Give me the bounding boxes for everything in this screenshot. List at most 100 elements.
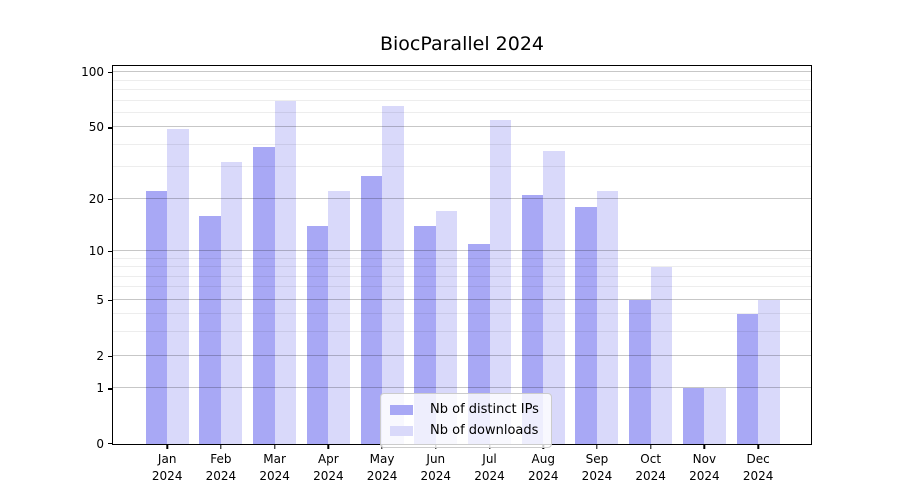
gridline-30 bbox=[113, 166, 811, 168]
gridline-100 bbox=[113, 71, 811, 73]
y-tick-mark-2 bbox=[108, 355, 113, 357]
gridline-2 bbox=[113, 354, 811, 356]
x-tick-label-nov: Nov 2024 bbox=[689, 451, 720, 484]
gridline-6 bbox=[113, 286, 811, 288]
gridline-20 bbox=[113, 197, 811, 199]
y-tick-label-20: 20 bbox=[88, 191, 104, 206]
x-tick-month: Sep bbox=[585, 452, 609, 466]
gridline-60 bbox=[113, 111, 811, 113]
y-tick-label-100: 100 bbox=[81, 65, 104, 80]
bar-downloads-feb bbox=[220, 162, 243, 444]
bar-distinct-ips-aug bbox=[521, 194, 544, 444]
legend: Nb of distinct IPs Nb of downloads bbox=[380, 393, 552, 448]
x-tick-mark-sep bbox=[596, 444, 598, 449]
x-tick-mark-nov bbox=[703, 444, 706, 449]
bar-distinct-ips-jun bbox=[414, 225, 436, 444]
bar-downloads-sep bbox=[596, 191, 619, 444]
y-tick-mark-1 bbox=[108, 388, 113, 390]
gridline-80 bbox=[113, 88, 811, 90]
x-tick-month: Apr bbox=[317, 452, 339, 466]
bars-layer bbox=[113, 66, 811, 444]
y-tick-label-0: 0 bbox=[96, 437, 104, 451]
y-tick-label-1: 1 bbox=[96, 381, 104, 396]
x-tick-month: May bbox=[369, 452, 395, 466]
x-tick-label-may: May 2024 bbox=[367, 451, 398, 484]
bar-downloads-may bbox=[382, 106, 404, 444]
x-tick-month: Jan bbox=[157, 452, 177, 466]
x-tick-month: Dec bbox=[746, 452, 770, 466]
bar-distinct-ips-sep bbox=[575, 206, 597, 444]
x-tick-year: 2024 bbox=[635, 468, 666, 483]
y-tick-mark-5 bbox=[108, 299, 113, 301]
x-tick-label-jul: Jul 2024 bbox=[474, 451, 505, 484]
bar-downloads-mar bbox=[274, 100, 297, 444]
x-tick-label-aug: Aug 2024 bbox=[528, 451, 559, 484]
bar-distinct-ips-may bbox=[360, 175, 383, 444]
x-tick-mark-apr bbox=[327, 444, 330, 449]
bar-distinct-ips-apr bbox=[306, 225, 329, 444]
y-tick-label-50: 50 bbox=[88, 120, 104, 135]
y-tick-mark-50 bbox=[108, 127, 113, 129]
bar-distinct-ips-nov bbox=[682, 388, 705, 444]
x-tick-year: 2024 bbox=[689, 468, 720, 483]
bar-distinct-ips-dec bbox=[736, 314, 759, 444]
bar-downloads-aug bbox=[543, 150, 565, 444]
x-tick-label-oct: Oct 2024 bbox=[635, 451, 666, 484]
grid-layer bbox=[113, 66, 811, 444]
y-tick-label-2: 2 bbox=[96, 348, 104, 363]
x-tick-mark-mar bbox=[273, 444, 276, 449]
x-tick-year: 2024 bbox=[581, 468, 613, 483]
x-tick-year: 2024 bbox=[742, 468, 774, 483]
x-tick-month: Jul bbox=[482, 452, 497, 466]
legend-item-downloads: Nb of downloads bbox=[390, 420, 539, 441]
legend-label-distinct-ips: Nb of distinct IPs bbox=[430, 402, 539, 417]
x-tick-year: 2024 bbox=[366, 468, 398, 483]
gridline-1 bbox=[113, 387, 811, 389]
plot-area: 0 1 2 5 10 20 50 100 Jan 2024 Feb 2024 Mar 2024 Apr 20… bbox=[81, 65, 812, 483]
y-tick-mark-10 bbox=[108, 250, 113, 253]
x-tick-year: 2024 bbox=[259, 468, 290, 483]
x-tick-year: 2024 bbox=[313, 468, 344, 483]
legend-swatch-downloads bbox=[390, 425, 413, 436]
bar-downloads-nov bbox=[704, 388, 726, 444]
gridline-70 bbox=[113, 99, 811, 101]
x-tick-mark-oct bbox=[649, 444, 652, 449]
x-tick-month: Feb bbox=[210, 452, 232, 466]
bar-distinct-ips-jan bbox=[145, 191, 168, 444]
x-tick-month: Aug bbox=[531, 452, 555, 466]
gridline-50 bbox=[113, 126, 811, 128]
y-tick-label-5: 5 bbox=[96, 292, 104, 307]
bar-downloads-dec bbox=[758, 299, 780, 444]
x-tick-mark-feb bbox=[220, 444, 222, 449]
gridline-7 bbox=[113, 275, 811, 277]
x-tick-label-feb: Feb 2024 bbox=[206, 451, 237, 484]
bar-downloads-apr bbox=[328, 191, 350, 444]
x-tick-label-sep: Sep 2024 bbox=[582, 451, 613, 484]
x-tick-label-jan: Jan 2024 bbox=[152, 451, 183, 484]
gridline-3 bbox=[113, 331, 811, 333]
x-tick-label-apr: Apr 2024 bbox=[313, 451, 344, 484]
gridline-4 bbox=[113, 313, 811, 315]
x-tick-month: Mar bbox=[263, 452, 286, 466]
bar-downloads-jul bbox=[489, 119, 512, 444]
bar-distinct-ips-oct bbox=[629, 299, 651, 444]
gridline-8 bbox=[113, 266, 811, 267]
gridline-5 bbox=[113, 298, 811, 300]
x-tick-label-dec: Dec 2024 bbox=[743, 451, 774, 484]
gridline-90 bbox=[113, 79, 811, 81]
legend-label-downloads: Nb of downloads bbox=[430, 423, 539, 438]
x-tick-year: 2024 bbox=[527, 468, 559, 483]
bar-downloads-jan bbox=[167, 128, 189, 444]
x-tick-month: Nov bbox=[692, 452, 717, 466]
legend-item-distinct-ips: Nb of distinct IPs bbox=[390, 399, 539, 420]
bar-distinct-ips-mar bbox=[253, 146, 275, 444]
gridline-10 bbox=[113, 249, 811, 251]
bar-downloads-jun bbox=[435, 211, 458, 444]
x-tick-year: 2024 bbox=[474, 468, 505, 483]
x-tick-year: 2024 bbox=[420, 468, 452, 483]
legend-swatch-distinct-ips bbox=[390, 404, 413, 415]
y-tick-label-10: 10 bbox=[88, 243, 104, 258]
x-tick-mark-dec bbox=[757, 444, 759, 449]
y-tick-mark-20 bbox=[108, 198, 113, 201]
